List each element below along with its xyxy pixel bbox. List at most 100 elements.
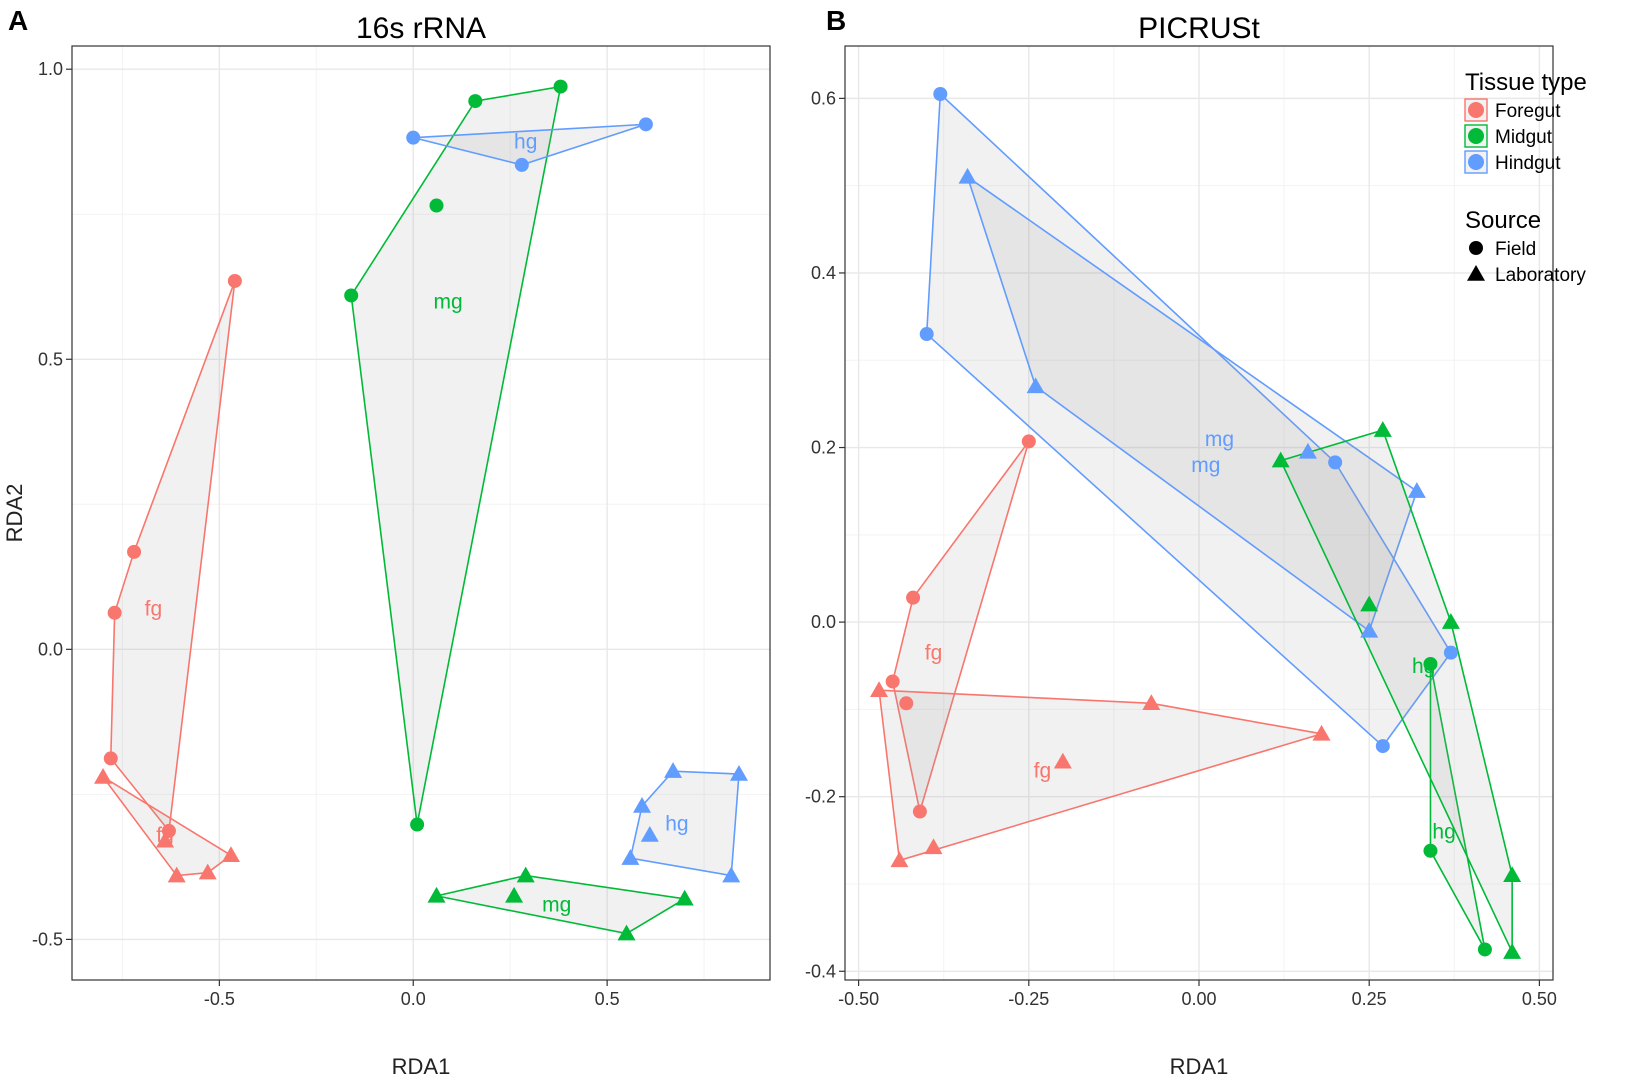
panel-a-y-axis-label: RDA2 <box>2 484 27 543</box>
point-hindgut-laboratory <box>640 825 659 842</box>
legend-label-laboratory: Laboratory <box>1495 265 1586 286</box>
point-midgut-laboratory <box>1503 866 1522 883</box>
panel-b-x-tick-label: -0.50 <box>838 989 879 1009</box>
point-foregut-laboratory <box>890 851 909 868</box>
point-foregut-laboratory <box>870 681 889 697</box>
point-foregut-laboratory <box>94 767 113 784</box>
legend-marker-laboratory <box>1467 265 1485 281</box>
panel-b-title: PICRUSt <box>1138 12 1260 45</box>
panel-a-y-tick-label: -0.5 <box>32 929 63 949</box>
panel-a-frame <box>71 45 771 981</box>
panel-a-y-tick-label: 0.5 <box>38 349 63 369</box>
cluster-label-hg: hg <box>665 812 688 835</box>
panel-a-x-tick-label: -0.5 <box>204 989 235 1009</box>
cluster-label-fg: fg <box>1034 760 1052 783</box>
point-hindgut-field <box>919 327 934 342</box>
legend-marker-field <box>1469 241 1483 255</box>
point-midgut-field <box>410 817 425 832</box>
point-foregut-field <box>912 804 927 819</box>
point-foregut-field <box>906 590 921 605</box>
point-hindgut-field <box>514 157 529 172</box>
point-foregut-field <box>127 544 142 559</box>
point-midgut-laboratory <box>1373 421 1392 437</box>
hull-midgut-laboratory <box>1279 429 1513 953</box>
legend-marker-midgut <box>1468 128 1484 144</box>
point-hindgut-laboratory <box>958 167 977 184</box>
legend: Tissue type Source Foregut Midgut Hindgut F… <box>1464 69 1587 286</box>
point-foregut-field <box>1021 434 1036 449</box>
point-midgut-laboratory <box>505 886 524 903</box>
hull-midgut-field <box>1429 663 1486 950</box>
legend-marker-hindgut <box>1468 154 1484 170</box>
point-midgut-field <box>1423 843 1438 858</box>
panel-b-y-tick-label: 0.4 <box>811 263 836 283</box>
panel-b-x-tick-label: 0.50 <box>1522 989 1557 1009</box>
point-foregut-laboratory <box>167 866 186 883</box>
point-midgut-laboratory <box>1271 451 1290 468</box>
point-foregut-field <box>107 605 122 620</box>
point-foregut-field <box>899 696 914 711</box>
panel-b-x-tick-label: -0.25 <box>1008 989 1049 1009</box>
point-hindgut-laboratory <box>1298 442 1317 459</box>
panel-b-plot-area: mg mg fg fg hg hg <box>844 45 1554 981</box>
legend-label-hindgut: Hindgut <box>1495 153 1561 174</box>
panel-a-letter: A <box>8 5 28 36</box>
point-hindgut-field <box>406 130 421 145</box>
point-midgut-field <box>553 79 568 94</box>
panel-b-y-tick-label: -0.2 <box>805 787 836 807</box>
cluster-label-hg: hg <box>1432 821 1455 844</box>
hull-foregut-field <box>109 280 236 833</box>
point-midgut-laboratory <box>516 866 535 883</box>
point-foregut-laboratory <box>221 846 240 863</box>
panel-a-y-tick-label: 0.0 <box>38 639 63 659</box>
point-midgut-laboratory <box>1441 613 1460 629</box>
point-foregut-field <box>227 273 242 288</box>
cluster-label-fg: fg <box>156 824 174 847</box>
point-hindgut-field <box>1443 645 1458 660</box>
point-midgut-field <box>468 94 483 109</box>
point-midgut-laboratory <box>427 886 446 903</box>
cluster-label-fg: fg <box>925 642 943 665</box>
panel-a-x-axis-label: RDA1 <box>392 1054 451 1079</box>
panel-b-x-tick-label: 0.00 <box>1181 989 1216 1009</box>
point-midgut-laboratory <box>675 889 694 906</box>
cluster-label-hg: hg <box>1412 655 1435 678</box>
point-hindgut-field <box>933 87 948 102</box>
point-midgut-field <box>1477 942 1492 957</box>
panel-b-y-tick-label: -0.4 <box>805 961 836 981</box>
panel-a: fg fg mg mg hg hg A 16s rRNA RDA1 RDA2 -0.5 0.… <box>2 5 771 1079</box>
panel-b-y-tick-label: 0.6 <box>811 88 836 108</box>
point-hindgut-field <box>1375 739 1390 754</box>
legend-label-field: Field <box>1495 239 1536 260</box>
point-hindgut-laboratory <box>664 762 683 778</box>
legend-label-midgut: Midgut <box>1495 127 1553 148</box>
point-midgut-laboratory <box>617 924 636 941</box>
point-midgut-field <box>344 288 359 303</box>
panel-b-letter: B <box>826 5 846 36</box>
hull-hindgut-laboratory <box>629 770 740 877</box>
panel-a-x-tick-label: 0.5 <box>595 989 620 1009</box>
cluster-label-mg: mg <box>434 290 463 313</box>
point-foregut-laboratory <box>1053 752 1072 769</box>
point-hindgut-laboratory <box>1026 377 1045 394</box>
panel-b: mg mg fg fg hg hg B PICRUSt RDA1 -0.50 -0.25 0.… <box>805 5 1557 1079</box>
hull-hindgut-field <box>413 123 647 166</box>
cluster-label-hg: hg <box>514 131 537 154</box>
panel-b-x-axis-label: RDA1 <box>1170 1054 1229 1079</box>
point-foregut-laboratory <box>924 838 943 855</box>
point-midgut-field <box>1423 657 1438 672</box>
point-hindgut-laboratory <box>722 866 741 883</box>
cluster-label-mg: mg <box>1191 454 1220 477</box>
point-foregut-field <box>103 751 118 766</box>
point-hindgut-laboratory <box>1407 482 1426 498</box>
point-hindgut-laboratory <box>633 796 652 813</box>
panel-a-y-tick-label: 1.0 <box>38 59 63 79</box>
legend-tissue-title: Tissue type <box>1465 69 1587 96</box>
point-hindgut-laboratory <box>729 765 748 781</box>
cluster-label-mg: mg <box>1205 428 1234 451</box>
panel-b-y-tick-label: 0.2 <box>811 438 836 458</box>
panel-b-x-tick-label: 0.25 <box>1352 989 1387 1009</box>
hull-hindgut-field <box>925 92 1452 748</box>
point-hindgut-laboratory <box>621 849 640 865</box>
